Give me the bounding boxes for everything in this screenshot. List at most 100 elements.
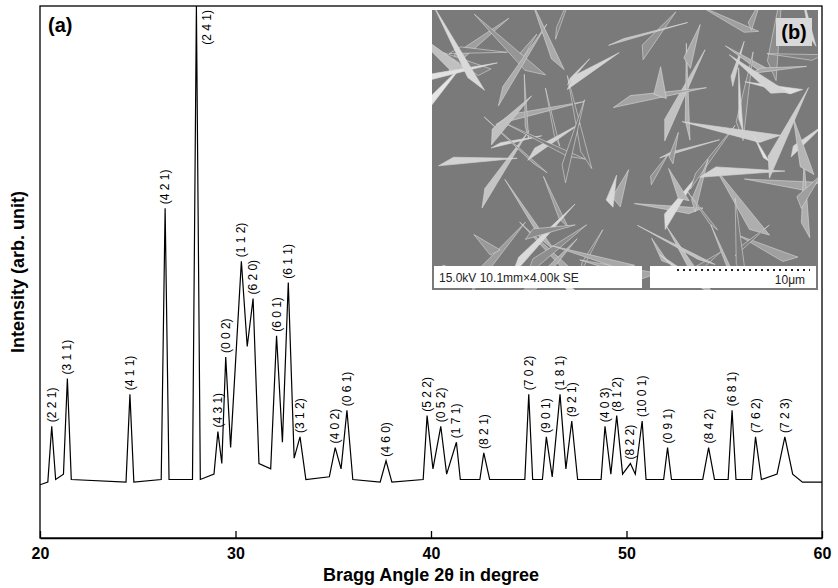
sem-plate bbox=[562, 100, 584, 183]
x-tick: 60 bbox=[814, 531, 832, 562]
sem-plate bbox=[729, 55, 788, 94]
sem-background bbox=[432, 10, 818, 290]
sem-plate bbox=[767, 54, 818, 61]
chart: 20 30 40 50 60 Bragg Angle 2θ in degree Intens… bbox=[0, 0, 838, 588]
peak-label: (4 6 0) bbox=[379, 422, 393, 457]
peak-label: (7 0 2) bbox=[522, 356, 536, 391]
sem-plate bbox=[642, 12, 676, 60]
peak-label: (4 3 1) bbox=[211, 393, 225, 428]
sem-plate bbox=[543, 176, 568, 227]
peak-label: (9 0 1) bbox=[539, 398, 553, 433]
sem-plate bbox=[532, 10, 564, 70]
panel-label: (a) bbox=[48, 14, 72, 36]
x-tick: 50 bbox=[618, 531, 636, 562]
sem-plate bbox=[682, 122, 780, 143]
sem-plate bbox=[690, 125, 735, 189]
peak-label: (0 6 1) bbox=[340, 372, 354, 407]
sem-plate bbox=[438, 157, 517, 166]
xrd-pattern bbox=[40, 6, 822, 485]
x-tick-label: 60 bbox=[814, 545, 832, 562]
peak-label: (10 0 1) bbox=[635, 376, 649, 417]
sem-plate bbox=[660, 140, 720, 158]
sem-plate bbox=[754, 136, 770, 162]
sem-plate bbox=[716, 169, 770, 235]
sem-plate bbox=[474, 235, 500, 256]
scale-bar bbox=[677, 269, 810, 271]
peak-label: (9 2 1) bbox=[565, 382, 579, 417]
sem-plate bbox=[434, 10, 485, 90]
plot-area bbox=[40, 6, 822, 485]
x-axis-title: Bragg Angle 2θ in degree bbox=[323, 565, 539, 585]
x-tick: 30 bbox=[227, 531, 245, 562]
sem-plate bbox=[793, 118, 814, 174]
x-tick: 40 bbox=[423, 531, 441, 562]
peak-label: (7 2 3) bbox=[778, 398, 792, 433]
x-tick-mark bbox=[40, 531, 41, 538]
x-tick-mark bbox=[822, 531, 823, 538]
x-tick-mark bbox=[431, 531, 432, 538]
peak-label: (6 0 1) bbox=[270, 297, 284, 332]
peak-label: (2 4 1) bbox=[200, 10, 214, 45]
sem-plate bbox=[491, 96, 531, 145]
scale-label: 10μm bbox=[775, 273, 805, 287]
sem-plate bbox=[684, 25, 700, 69]
sem-plate bbox=[688, 192, 718, 230]
peak-label: (4 0 2) bbox=[328, 409, 342, 444]
x-tick: 20 bbox=[32, 531, 50, 562]
peak-label: (6 8 1) bbox=[725, 372, 739, 407]
peak-label: (0 0 2) bbox=[219, 318, 233, 353]
sem-plate bbox=[739, 236, 798, 262]
peak-label: (0 5 2) bbox=[434, 388, 448, 423]
y-axis-title: Intensity (arb. unit) bbox=[8, 191, 28, 353]
sem-plate bbox=[525, 225, 575, 239]
sem-plate bbox=[484, 117, 547, 173]
sem-plate bbox=[751, 66, 807, 73]
sem-plate bbox=[669, 132, 678, 163]
sem-plate bbox=[524, 74, 528, 138]
peak-label: (1 7 1) bbox=[449, 404, 463, 439]
inset-label: (b) bbox=[781, 21, 807, 43]
peak-label: (1 1 2) bbox=[234, 223, 248, 258]
x-tick-mark bbox=[626, 531, 627, 538]
sem-plate bbox=[748, 10, 761, 30]
sem-plate bbox=[568, 59, 590, 85]
x-tick-label: 20 bbox=[32, 545, 50, 562]
peak-label: (7 6 2) bbox=[749, 398, 763, 433]
peak-label: (0 9 1) bbox=[661, 409, 675, 444]
sem-plate bbox=[669, 168, 690, 200]
sem-inset: (b) 15.0kV 10.1mm×4.00k SE 10μm bbox=[405, 0, 824, 316]
sem-plate bbox=[606, 175, 616, 207]
caption-box bbox=[434, 266, 642, 288]
x-tick-label: 50 bbox=[618, 545, 636, 562]
sem-plate bbox=[505, 179, 555, 250]
peak-label: (3 1 1) bbox=[60, 340, 74, 375]
plot-frame bbox=[40, 6, 822, 538]
peak-label: (2 2 1) bbox=[45, 388, 59, 423]
peak-label: (6 2 0) bbox=[246, 260, 260, 295]
peak-label: (8 2 2) bbox=[623, 425, 637, 460]
x-axis: 20 30 40 50 60 bbox=[32, 531, 832, 562]
sem-plate bbox=[797, 175, 818, 209]
scale-box bbox=[650, 266, 816, 288]
peak-label: (8 4 2) bbox=[702, 409, 716, 444]
sem-plate bbox=[739, 68, 743, 131]
sem-caption: 15.0kV 10.1mm×4.00k SE bbox=[439, 271, 579, 285]
peak-label: (6 1 1) bbox=[281, 244, 295, 279]
sem-plate bbox=[567, 53, 619, 90]
sem-plate bbox=[651, 154, 669, 185]
sem-plate bbox=[609, 23, 688, 46]
sem-plate bbox=[552, 246, 634, 268]
peak-label: (8 2 1) bbox=[477, 414, 491, 449]
peak-label: (8 1 2) bbox=[610, 377, 624, 412]
peak-label: (5 2 2) bbox=[420, 377, 434, 412]
x-tick-label: 40 bbox=[423, 545, 441, 562]
x-tick-mark bbox=[235, 531, 236, 538]
sem-plate bbox=[556, 10, 575, 39]
sem-texture bbox=[432, 10, 818, 290]
peak-label: (4 1 1) bbox=[123, 356, 137, 391]
peak-label: (3 1 2) bbox=[293, 398, 307, 433]
sem-plate bbox=[498, 24, 546, 106]
sem-plate bbox=[654, 67, 667, 99]
sem-plate bbox=[638, 225, 716, 264]
x-axis-line bbox=[41, 538, 823, 539]
